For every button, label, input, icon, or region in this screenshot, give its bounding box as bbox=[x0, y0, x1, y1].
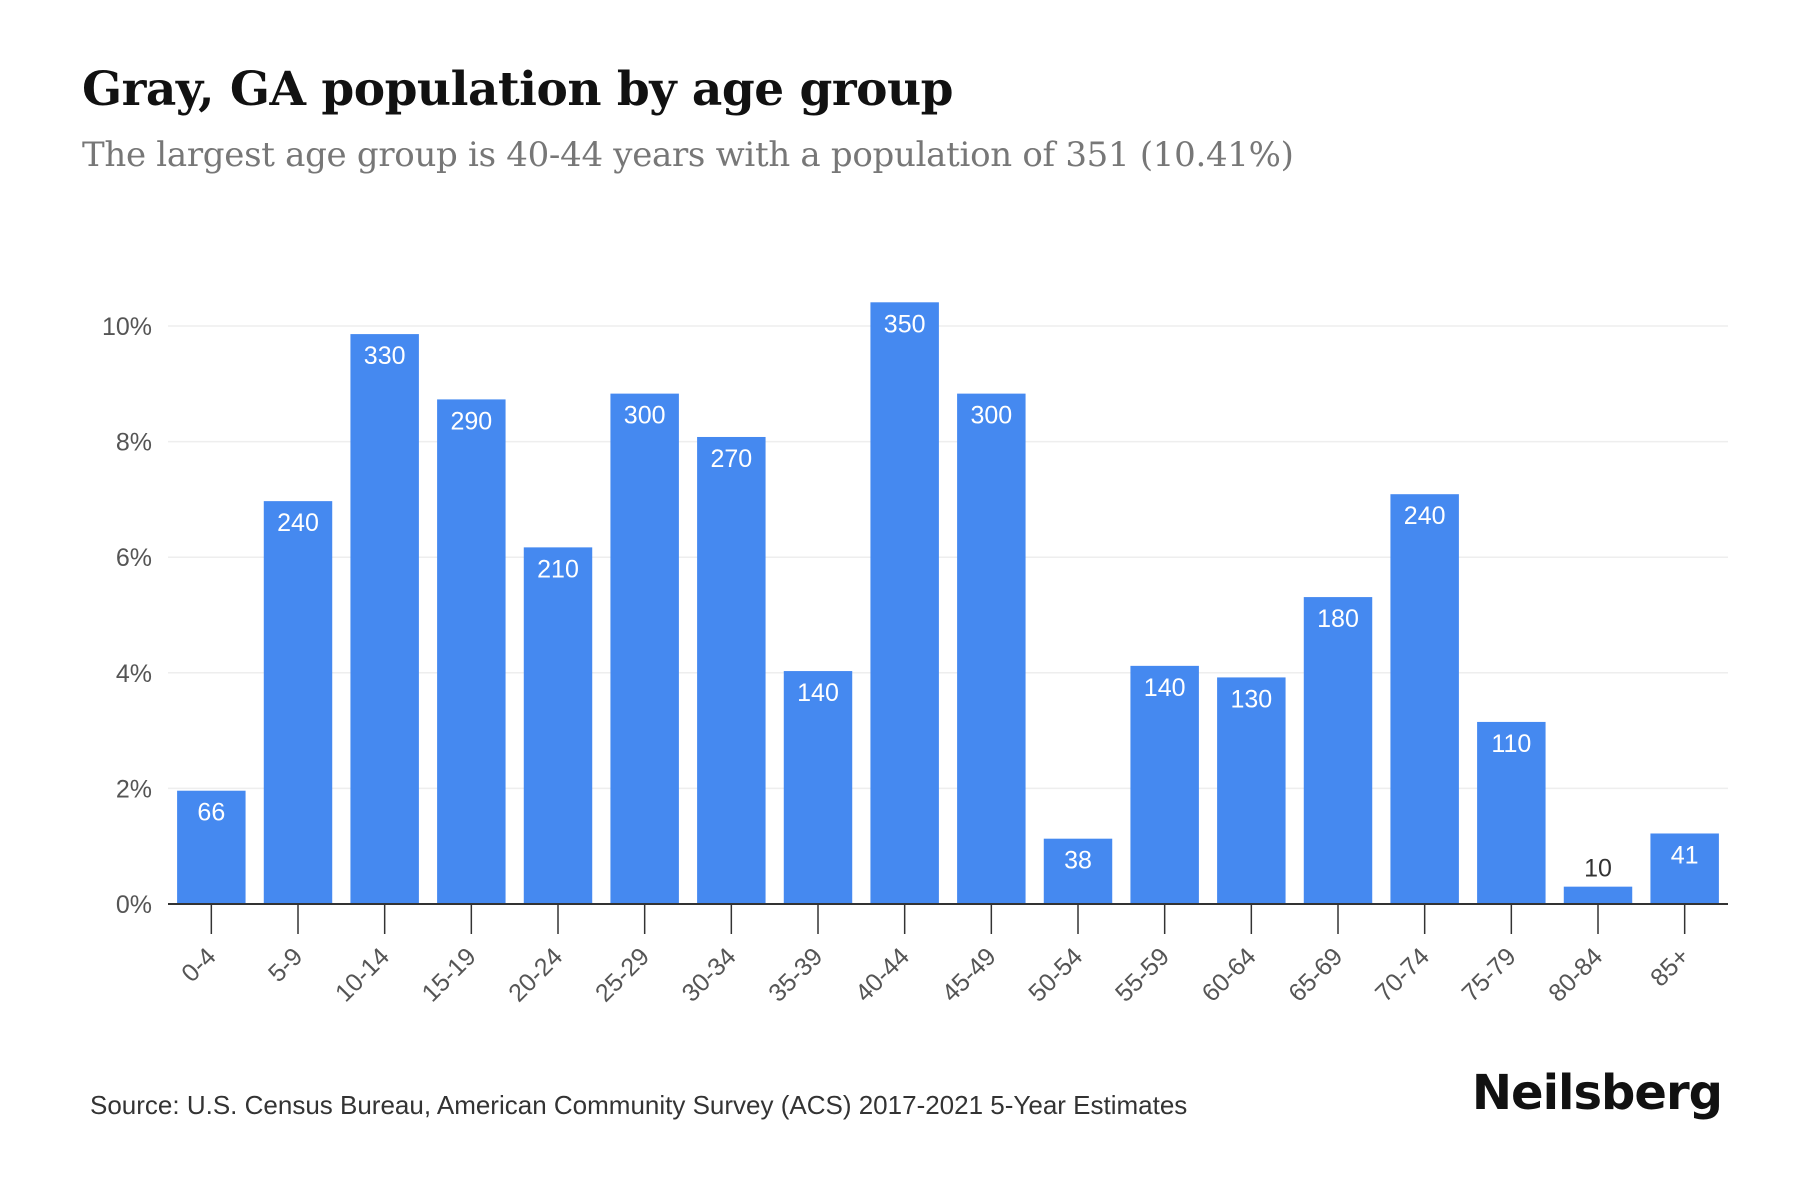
bar bbox=[1650, 833, 1719, 904]
bar-value-label: 290 bbox=[450, 407, 492, 435]
bar-chart: 0% 2% 4% 6% 8% 10% 66 240 330 290 210 300 270 140 350 3… bbox=[102, 302, 1728, 1007]
bar bbox=[1130, 665, 1199, 904]
y-tick-label: 4% bbox=[116, 660, 152, 688]
x-tick-label: 0-4 bbox=[176, 942, 221, 987]
bar-value-label: 180 bbox=[1317, 605, 1359, 633]
bar bbox=[1563, 886, 1633, 904]
bar bbox=[523, 547, 593, 904]
bar-value-label: 350 bbox=[884, 310, 926, 338]
y-tick-label: 2% bbox=[116, 775, 152, 803]
x-tick-label: 5-9 bbox=[263, 942, 308, 987]
bar-value-label: 41 bbox=[1671, 841, 1699, 869]
bar-value-label: 300 bbox=[624, 402, 666, 430]
bar-value-label: 300 bbox=[970, 402, 1012, 430]
x-tick-label: 15-19 bbox=[417, 942, 482, 1007]
x-tick-label: 30-34 bbox=[677, 942, 742, 1007]
bar-value-label: 270 bbox=[710, 445, 752, 473]
bar bbox=[177, 790, 246, 904]
bar-value-label: 140 bbox=[797, 679, 839, 707]
chart-title: Gray, GA population by age group bbox=[82, 62, 954, 117]
bar-value-label: 10 bbox=[1584, 855, 1612, 883]
x-tick-label: 55-59 bbox=[1110, 942, 1175, 1007]
y-tick-label: 0% bbox=[116, 891, 152, 919]
bar bbox=[870, 302, 939, 904]
x-tick-label: 50-54 bbox=[1023, 942, 1088, 1007]
chart-subtitle: The largest age group is 40-44 years wit… bbox=[82, 135, 1294, 175]
bar bbox=[1043, 838, 1113, 904]
bar bbox=[1217, 677, 1286, 904]
x-tick-label: 45-49 bbox=[937, 942, 1002, 1007]
bar-value-label: 210 bbox=[537, 555, 579, 583]
bar bbox=[1477, 721, 1546, 904]
bar bbox=[1303, 597, 1373, 904]
x-tick-label: 75-79 bbox=[1457, 942, 1522, 1007]
bar-value-label: 110 bbox=[1491, 730, 1531, 758]
bar bbox=[783, 671, 853, 904]
bar-value-label: 38 bbox=[1064, 847, 1092, 875]
x-tick-label: 20-24 bbox=[503, 942, 568, 1007]
bar bbox=[263, 501, 333, 904]
bar-value-label: 330 bbox=[364, 342, 406, 370]
bar bbox=[957, 393, 1026, 904]
bar bbox=[350, 334, 419, 904]
x-tick-label: 10-14 bbox=[330, 942, 395, 1007]
bar-value-label: 130 bbox=[1230, 685, 1272, 713]
bar-value-label: 140 bbox=[1144, 674, 1186, 702]
x-tick-label: 25-29 bbox=[590, 942, 655, 1007]
x-tick-label: 70-74 bbox=[1370, 942, 1435, 1007]
bar bbox=[697, 436, 766, 904]
x-tick-label: 60-64 bbox=[1197, 942, 1262, 1007]
x-tick-label: 80-84 bbox=[1543, 942, 1608, 1007]
bar bbox=[610, 393, 679, 904]
source-note: Source: U.S. Census Bureau, American Com… bbox=[90, 1090, 1188, 1120]
x-tick-label: 65-69 bbox=[1283, 942, 1348, 1007]
y-tick-label: 8% bbox=[116, 429, 152, 457]
x-tick-label: 40-44 bbox=[850, 942, 915, 1007]
x-tick-label: 85+ bbox=[1645, 942, 1695, 992]
bar-value-label: 240 bbox=[1404, 502, 1446, 530]
bar bbox=[1390, 494, 1459, 904]
bar bbox=[437, 399, 506, 904]
brand-logo: Neilsberg bbox=[1471, 1065, 1723, 1121]
y-tick-label: 10% bbox=[102, 313, 152, 341]
y-tick-label: 6% bbox=[116, 544, 152, 572]
bar-value-label: 240 bbox=[277, 509, 319, 537]
bar-value-label: 66 bbox=[197, 799, 225, 827]
x-tick-label: 35-39 bbox=[763, 942, 828, 1007]
